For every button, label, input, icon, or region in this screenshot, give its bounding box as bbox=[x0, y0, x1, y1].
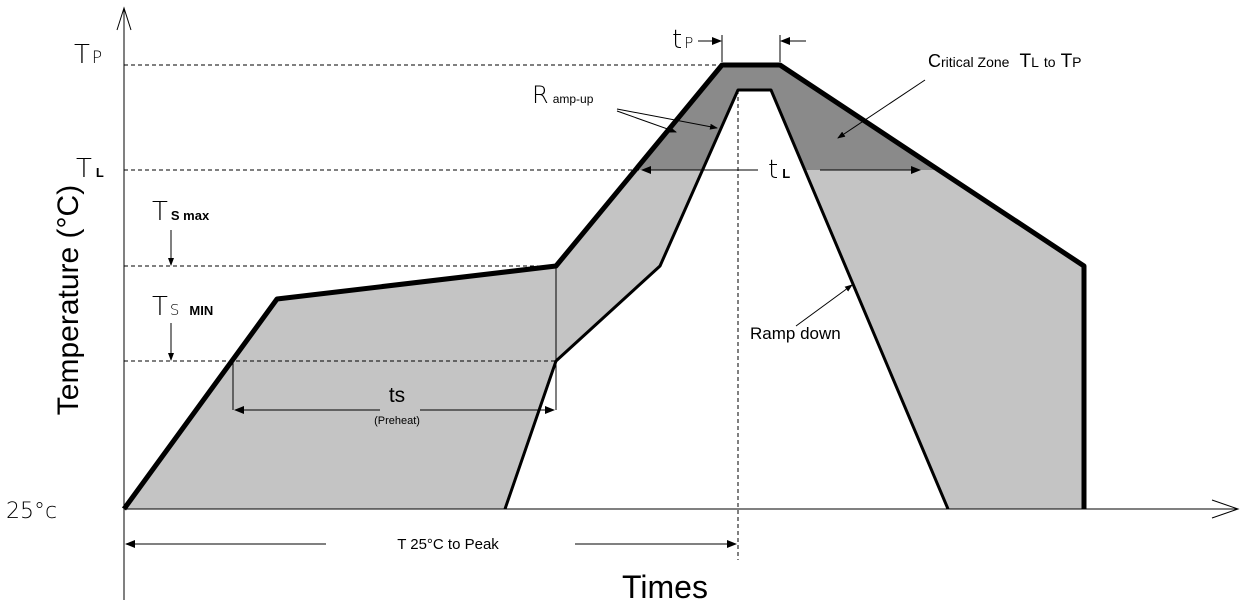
critical-zone-label: Critical Zone TL to TP bbox=[928, 51, 1082, 72]
process-window-region bbox=[124, 65, 1084, 509]
critical-zone-leader bbox=[837, 79, 926, 139]
ramp-down-label: Ramp down bbox=[750, 324, 841, 343]
upper-profile-curve bbox=[121, 62, 1087, 511]
y-axis-label: Temperature (°C) bbox=[52, 185, 85, 415]
x-axis-arrowhead bbox=[1211, 499, 1240, 519]
to-peak-label: T 25°C to Peak bbox=[397, 536, 499, 553]
origin-label: 25°c bbox=[6, 499, 57, 524]
preheat-sub-label: (Preheat) bbox=[374, 415, 420, 427]
y-axis-arrowhead bbox=[116, 6, 132, 31]
critical-zone-region bbox=[638, 65, 941, 170]
lower-profile-curve bbox=[503, 88, 950, 510]
ramp-up-leader-2 bbox=[616, 108, 718, 130]
ramp-down-leader bbox=[795, 284, 853, 327]
x-axis-label: Times bbox=[622, 569, 708, 605]
tsmin-level-label: T S MIN bbox=[152, 292, 213, 322]
preheat-ts-label: ts bbox=[389, 384, 405, 407]
ramp-up-leader-1 bbox=[616, 110, 677, 133]
